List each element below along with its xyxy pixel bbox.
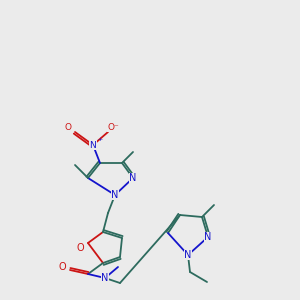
Text: N: N — [184, 250, 192, 260]
Text: N: N — [90, 140, 96, 149]
Text: O: O — [58, 262, 66, 272]
Text: N: N — [111, 190, 119, 200]
Text: +: + — [97, 137, 102, 142]
Text: O: O — [76, 243, 84, 253]
Text: N: N — [101, 273, 109, 283]
Text: N: N — [204, 232, 212, 242]
Text: O: O — [64, 124, 71, 133]
Text: O⁻: O⁻ — [107, 122, 119, 131]
Text: N: N — [129, 173, 137, 183]
